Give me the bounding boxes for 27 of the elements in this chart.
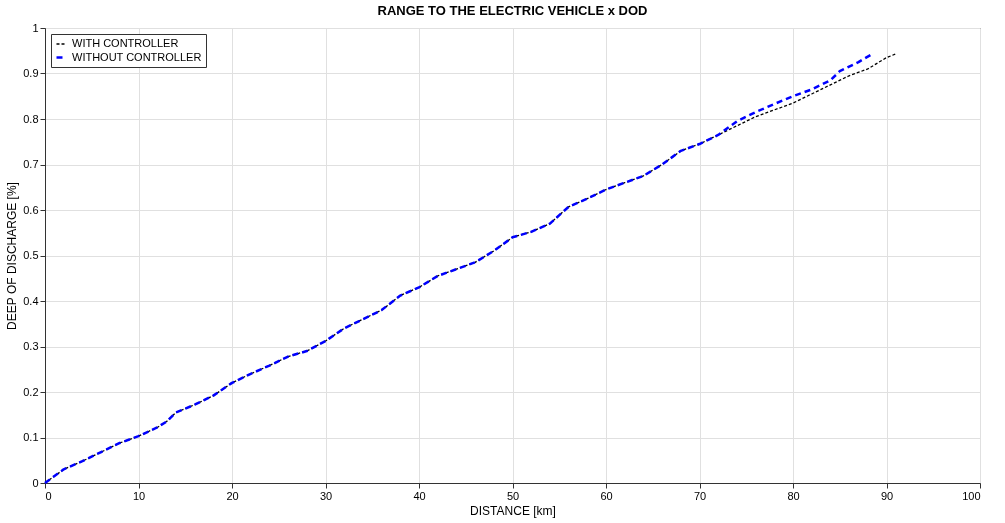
y-tick-label: 0.5 xyxy=(23,249,39,261)
x-tick-label: 30 xyxy=(319,489,333,502)
y-tick-label: 0.8 xyxy=(23,112,39,125)
x-axis-title: DISTANCE [km] xyxy=(470,503,556,518)
y-tick-label: 0.6 xyxy=(23,203,39,216)
x-tick-label: 50 xyxy=(506,489,520,502)
x-tick-label: 100 xyxy=(962,489,981,502)
y-tick-label: 0 xyxy=(32,476,39,489)
y-tick-label: 0.1 xyxy=(23,431,39,443)
legend-label: WITH CONTROLLER xyxy=(72,37,179,49)
chart-title: RANGE TO THE ELECTRIC VEHICLE x DOD xyxy=(377,3,648,18)
x-tick-label: 0 xyxy=(45,489,52,502)
y-axis-title: DEEP OF DISCHARGE [%] xyxy=(5,182,20,330)
legend-label: WITHOUT CONTROLLER xyxy=(72,50,202,63)
y-tick-label: 0.7 xyxy=(23,158,39,170)
y-tick-label: 0.4 xyxy=(23,294,39,307)
x-tick-label: 20 xyxy=(226,489,239,502)
x-tick-label: 40 xyxy=(413,489,426,502)
y-tick-label: 0.9 xyxy=(23,67,39,79)
x-tick-label: 60 xyxy=(600,489,613,502)
y-tick-label: 0.2 xyxy=(23,385,39,398)
x-tick-label: 90 xyxy=(880,489,894,502)
y-tick-label: 1 xyxy=(32,21,39,34)
y-tick-label: 0.3 xyxy=(23,340,39,352)
x-tick-label: 70 xyxy=(693,489,707,502)
x-tick-label: 10 xyxy=(132,489,146,502)
x-tick-label: 80 xyxy=(787,489,800,502)
